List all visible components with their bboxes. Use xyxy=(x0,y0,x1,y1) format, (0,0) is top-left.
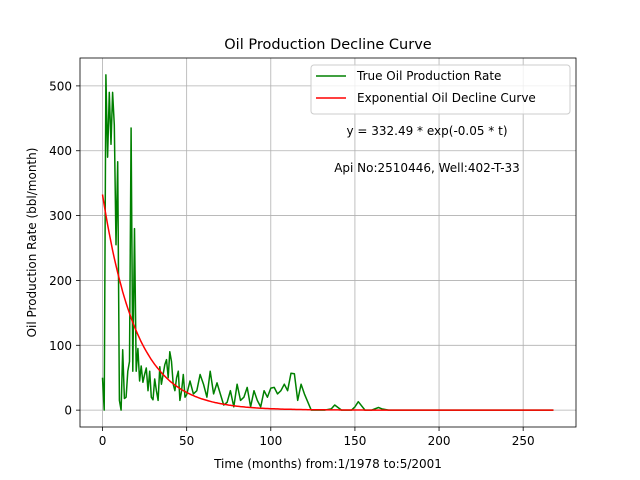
y-tick-label: 0 xyxy=(64,404,72,418)
exponential-fit-line xyxy=(101,194,554,411)
plot-frame xyxy=(79,57,577,428)
x-axis-label: Time (months) from:1/1978 to:5/2001 xyxy=(213,457,442,471)
x-tick-label: 250 xyxy=(512,434,535,448)
legend-label-true: True Oil Production Rate xyxy=(356,69,501,83)
x-tick-label: 200 xyxy=(428,434,451,448)
y-tick-label: 200 xyxy=(49,274,72,288)
y-axis-label: Oil Production Rate (bbl/month) xyxy=(25,148,39,338)
legend-label-fit: Exponential Oil Decline Curve xyxy=(357,91,536,105)
y-axis-ticks: 0 100 200 300 400 500 xyxy=(49,79,80,418)
legend: True Oil Production Rate Exponential Oil… xyxy=(310,64,571,115)
x-tick-label: 0 xyxy=(99,434,107,448)
well-info-annotation: Api No:2510446, Well:402-T-33 xyxy=(334,161,520,175)
chart-title: Oil Production Decline Curve xyxy=(224,37,432,53)
x-tick-label: 100 xyxy=(259,434,282,448)
grid-lines xyxy=(80,58,576,427)
y-tick-label: 100 xyxy=(49,339,72,353)
legend-box xyxy=(310,64,571,115)
equation-annotation: y = 332.49 * exp(-0.05 * t) xyxy=(346,124,507,138)
x-axis-ticks: 0 50 100 150 200 250 xyxy=(99,427,535,448)
plot-series xyxy=(101,74,554,411)
x-tick-label: 50 xyxy=(179,434,194,448)
y-tick-label: 400 xyxy=(49,144,72,158)
y-tick-label: 500 xyxy=(49,79,72,93)
x-tick-label: 150 xyxy=(343,434,366,448)
y-tick-label: 300 xyxy=(49,209,72,223)
